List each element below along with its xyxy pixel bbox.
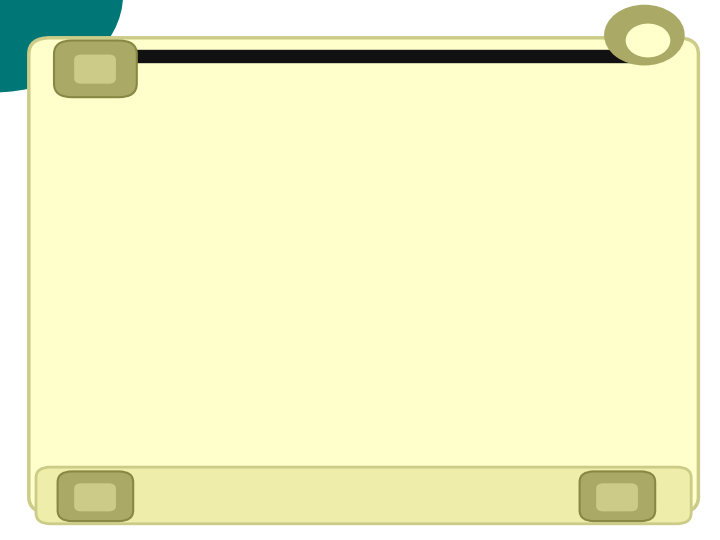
Text: Intracellular millivoltage: Intracellular millivoltage [96, 179, 109, 372]
Text: Catecholamines make: Catecholamines make [267, 104, 438, 118]
FancyBboxPatch shape [263, 90, 442, 167]
Text: time: time [648, 266, 694, 285]
Text: the resting potential: the resting potential [271, 122, 433, 136]
Text: MORE EXCITED. . .: MORE EXCITED. . . [277, 142, 428, 157]
